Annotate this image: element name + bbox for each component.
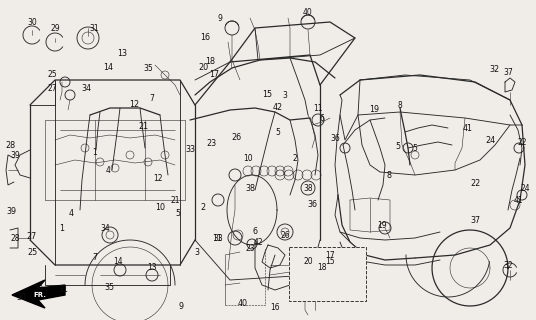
Text: 6: 6 bbox=[319, 114, 324, 123]
Text: 7: 7 bbox=[93, 253, 98, 262]
Text: 35: 35 bbox=[105, 284, 115, 292]
Text: 23: 23 bbox=[207, 139, 217, 148]
Text: 30: 30 bbox=[17, 293, 26, 302]
Text: 32: 32 bbox=[489, 65, 499, 74]
Text: 40: 40 bbox=[238, 300, 248, 308]
Text: 5: 5 bbox=[175, 209, 181, 218]
FancyBboxPatch shape bbox=[289, 247, 366, 301]
Text: 36: 36 bbox=[330, 133, 340, 142]
Text: 22: 22 bbox=[517, 138, 527, 147]
Text: 35: 35 bbox=[143, 63, 153, 73]
Text: 4: 4 bbox=[106, 165, 110, 174]
Text: 24: 24 bbox=[520, 183, 530, 193]
Text: FR.: FR. bbox=[34, 292, 47, 298]
Text: 14: 14 bbox=[103, 63, 113, 72]
Text: 12: 12 bbox=[153, 173, 163, 182]
Text: 27: 27 bbox=[47, 84, 57, 92]
Text: 23: 23 bbox=[245, 244, 255, 252]
Text: 3: 3 bbox=[195, 248, 200, 257]
Text: 10: 10 bbox=[155, 203, 165, 212]
Text: 18: 18 bbox=[317, 263, 327, 273]
Text: 4: 4 bbox=[68, 209, 73, 218]
Text: 26: 26 bbox=[232, 133, 242, 142]
Text: 34: 34 bbox=[100, 223, 110, 233]
Text: 19: 19 bbox=[369, 105, 379, 114]
Text: 38: 38 bbox=[303, 183, 313, 193]
Text: 3: 3 bbox=[282, 91, 287, 100]
Text: 24: 24 bbox=[486, 136, 495, 145]
Text: 2: 2 bbox=[293, 154, 297, 163]
Polygon shape bbox=[12, 280, 65, 308]
Text: 13: 13 bbox=[147, 263, 157, 273]
Text: 8: 8 bbox=[398, 100, 403, 109]
Text: 16: 16 bbox=[200, 33, 210, 42]
Text: 31: 31 bbox=[58, 285, 68, 294]
Text: 41: 41 bbox=[463, 124, 472, 133]
Text: 5: 5 bbox=[395, 142, 400, 151]
Text: 2: 2 bbox=[200, 203, 205, 212]
Text: 34: 34 bbox=[82, 84, 92, 92]
Text: 20: 20 bbox=[303, 258, 313, 267]
Text: 40: 40 bbox=[303, 7, 313, 17]
Text: 37: 37 bbox=[471, 216, 481, 225]
Text: 39: 39 bbox=[7, 207, 17, 216]
Text: 32: 32 bbox=[503, 260, 513, 269]
Text: 9: 9 bbox=[218, 13, 222, 22]
Text: 31: 31 bbox=[89, 23, 99, 33]
Text: 8: 8 bbox=[386, 171, 391, 180]
Text: 33: 33 bbox=[213, 234, 223, 243]
Text: 18: 18 bbox=[206, 57, 215, 66]
Text: 36: 36 bbox=[307, 200, 317, 209]
Text: 9: 9 bbox=[178, 302, 184, 311]
Text: 5: 5 bbox=[276, 127, 280, 137]
Text: 7: 7 bbox=[150, 93, 154, 102]
Text: 20: 20 bbox=[199, 63, 209, 72]
Text: 13: 13 bbox=[117, 49, 127, 58]
Text: 28: 28 bbox=[10, 234, 20, 243]
Text: 6: 6 bbox=[252, 227, 257, 236]
Text: 1: 1 bbox=[93, 148, 98, 156]
Text: 28: 28 bbox=[6, 141, 16, 150]
Text: 38: 38 bbox=[246, 184, 256, 193]
Text: 27: 27 bbox=[26, 232, 36, 241]
Text: 41: 41 bbox=[513, 196, 523, 204]
Text: 30: 30 bbox=[27, 18, 37, 27]
Text: 37: 37 bbox=[503, 68, 513, 76]
Text: 39: 39 bbox=[10, 150, 20, 159]
Text: 21: 21 bbox=[139, 122, 148, 131]
Text: 25: 25 bbox=[47, 69, 57, 78]
Text: 11: 11 bbox=[313, 103, 323, 113]
Text: 29: 29 bbox=[50, 23, 60, 33]
Text: 10: 10 bbox=[243, 154, 253, 163]
Text: 42: 42 bbox=[273, 103, 282, 112]
Text: 5: 5 bbox=[413, 143, 418, 153]
Text: 16: 16 bbox=[270, 303, 280, 313]
Text: 21: 21 bbox=[170, 196, 180, 204]
Text: 17: 17 bbox=[210, 70, 219, 79]
Text: 42: 42 bbox=[253, 237, 263, 246]
Text: 22: 22 bbox=[471, 179, 481, 188]
Text: 11: 11 bbox=[212, 234, 222, 243]
Text: 1: 1 bbox=[59, 224, 64, 233]
Text: 14: 14 bbox=[113, 258, 123, 267]
Text: 33: 33 bbox=[185, 145, 195, 154]
Text: 29: 29 bbox=[33, 285, 44, 294]
Text: 26: 26 bbox=[280, 230, 290, 239]
Text: 25: 25 bbox=[27, 248, 38, 257]
Text: 12: 12 bbox=[129, 100, 139, 108]
Text: 17: 17 bbox=[325, 251, 335, 260]
Text: 15: 15 bbox=[262, 90, 272, 99]
Text: 19: 19 bbox=[377, 220, 387, 229]
Text: 15: 15 bbox=[325, 258, 335, 267]
